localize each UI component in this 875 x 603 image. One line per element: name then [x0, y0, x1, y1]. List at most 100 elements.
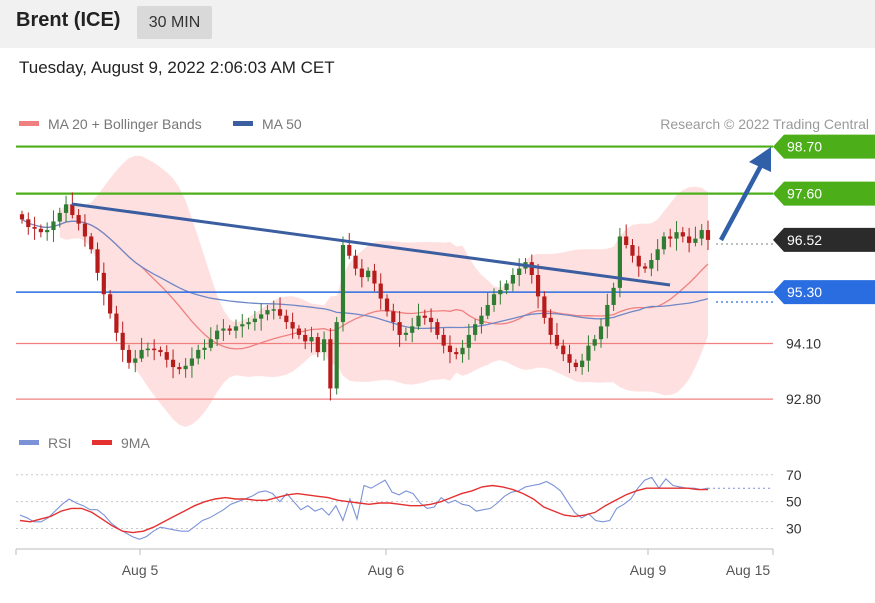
- candle-body: [668, 236, 673, 239]
- candle-body: [183, 365, 188, 370]
- candle-body: [353, 255, 358, 269]
- candle-body: [605, 304, 610, 327]
- candle-body: [391, 311, 396, 323]
- candle-body: [580, 360, 585, 368]
- candle-body: [529, 262, 534, 275]
- candle-body: [454, 352, 459, 355]
- candle-body: [535, 275, 541, 297]
- candle-body: [120, 332, 125, 350]
- candles: [19, 192, 711, 401]
- level-label-98.70: 98.70: [787, 139, 822, 155]
- moving-averages: [21, 218, 709, 350]
- candle-body: [642, 266, 648, 269]
- candle-body: [705, 230, 711, 240]
- candle-body: [202, 347, 207, 350]
- candle-body: [196, 349, 201, 359]
- projection-arrow-head: [749, 147, 771, 172]
- candle-body: [208, 339, 213, 348]
- candle-body: [152, 348, 157, 351]
- candle-body: [158, 349, 163, 353]
- candle-body: [215, 330, 220, 340]
- candle-body: [95, 249, 100, 273]
- candle-body: [284, 315, 289, 323]
- candle-body: [277, 309, 283, 316]
- rsi-lines: [19, 476, 772, 540]
- candle-body: [542, 296, 547, 318]
- candle-body: [321, 339, 327, 353]
- candle-body: [164, 352, 169, 360]
- candle-body: [378, 283, 383, 299]
- candle-body: [139, 349, 144, 359]
- ma20-legend-label: MA 20 + Bollinger Bands: [48, 116, 202, 132]
- x-tick-label: Aug 5: [122, 562, 159, 578]
- rsi-legend-label: RSI: [48, 435, 71, 451]
- candle-body: [517, 268, 522, 275]
- candle-body: [403, 332, 409, 335]
- candle-body: [126, 349, 132, 363]
- candle-body: [592, 339, 597, 346]
- candle-body: [447, 345, 453, 353]
- level-label-92.80: 92.80: [786, 391, 821, 407]
- candle-body: [227, 328, 232, 331]
- candle-body: [661, 236, 667, 250]
- x-tick-label: Aug 9: [630, 562, 667, 578]
- candle-body: [510, 275, 515, 284]
- candle-body: [189, 358, 195, 366]
- candle-body: [687, 236, 692, 243]
- candle-body: [340, 245, 346, 323]
- bollinger-band: [59, 155, 709, 428]
- candle-body: [170, 359, 176, 368]
- candle-body: [233, 326, 239, 331]
- candle-body: [548, 317, 553, 335]
- level-tag-97.60: [773, 181, 875, 206]
- rsi-series-9MA: [19, 484, 708, 534]
- candle-body: [372, 270, 377, 284]
- candle-body: [26, 219, 31, 228]
- candle-body: [252, 318, 257, 323]
- x-axis-ticks: Aug 5 Aug 6 Aug 9 Aug 15: [15, 549, 774, 578]
- candle-body: [366, 270, 371, 278]
- bollinger-band-area: [59, 155, 709, 428]
- candle-body: [271, 309, 276, 311]
- downtrend-line: [71, 202, 671, 287]
- candle-body: [240, 324, 245, 327]
- candle-body: [699, 230, 704, 239]
- x-tick-label: Aug 6: [368, 562, 405, 578]
- level-label-95.30: 95.30: [787, 284, 822, 300]
- candle-body: [479, 315, 484, 325]
- rsi-series-RSI: [19, 476, 709, 540]
- candle-body: [63, 204, 69, 213]
- level-lines: 98.70 97.60 95.30 94.10 92.80 96.52: [16, 134, 875, 407]
- last-price-label: 96.52: [787, 232, 822, 248]
- candle-body: [133, 358, 138, 363]
- level-tag-98.70: [773, 134, 875, 159]
- candle-body: [680, 232, 685, 237]
- rsi-ma-legend-label: 9MA: [121, 435, 150, 451]
- candle-body: [38, 228, 43, 233]
- candle-body: [598, 326, 604, 340]
- timestamp: Tuesday, August 9, 2022 2:06:03 AM CET: [19, 58, 335, 77]
- rsi-gridlines: 70 50 30: [16, 467, 802, 537]
- symbol-title: Brent (ICE): [16, 9, 121, 31]
- rsi-tick-30: 30: [786, 521, 802, 537]
- candle-body: [649, 260, 654, 269]
- candle-body: [567, 354, 572, 363]
- ma50-legend-swatch: [233, 121, 253, 126]
- candle-body: [328, 339, 333, 389]
- level-label-97.60: 97.60: [787, 186, 822, 202]
- candle-body: [498, 289, 503, 295]
- candle-body: [334, 322, 339, 389]
- candle-body: [466, 334, 471, 348]
- candle-body: [561, 345, 566, 355]
- candle-body: [611, 287, 616, 305]
- ma50-line: [21, 218, 709, 330]
- candle-body: [410, 326, 415, 333]
- timeframe-button[interactable]: 30 MIN: [137, 6, 212, 39]
- candle-body: [259, 314, 264, 319]
- candle-body: [290, 322, 295, 329]
- candle-body: [554, 334, 560, 346]
- candle-body: [246, 322, 251, 325]
- candle-body: [145, 348, 150, 351]
- candle-body: [473, 324, 478, 335]
- candle-body: [435, 322, 440, 335]
